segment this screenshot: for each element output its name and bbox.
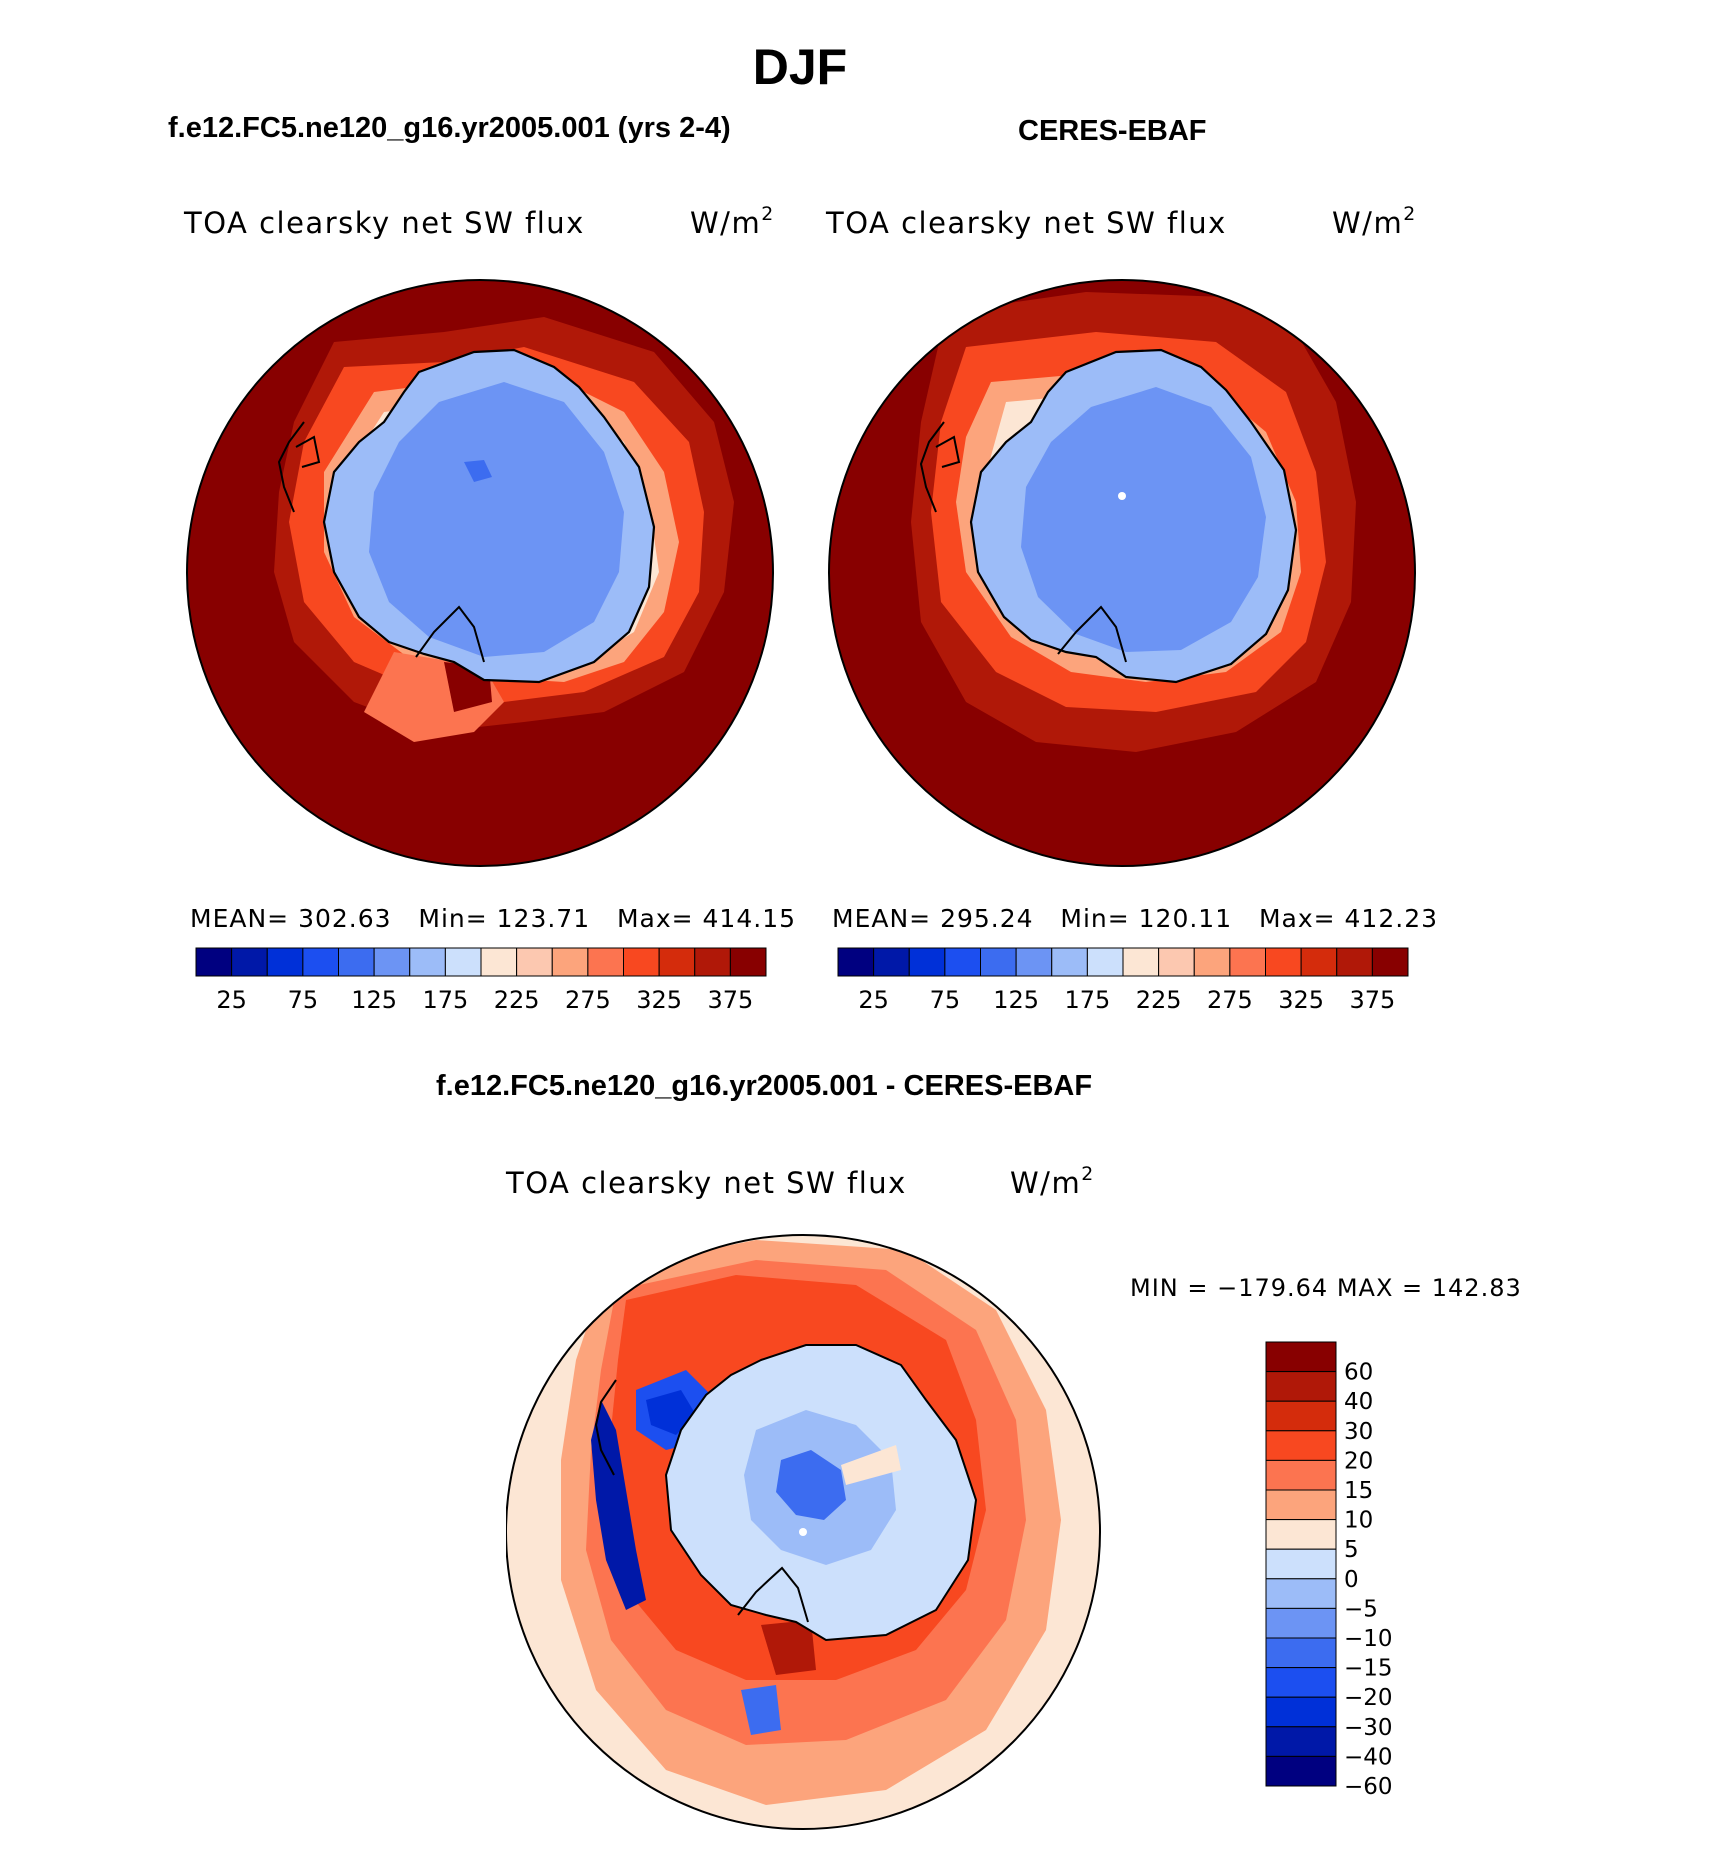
- model-panel-title: f.e12.FC5.ne120_g16.yr2005.001 (yrs 2-4): [168, 112, 731, 144]
- colorbar-tick-label: 0: [1344, 1567, 1359, 1593]
- colorbar-tick-label: −30: [1344, 1715, 1393, 1741]
- colorbar-swatch: [1086, 947, 1124, 977]
- obs-polar-map: [828, 279, 1416, 867]
- colorbar-swatch: [1015, 947, 1053, 977]
- model-units-label: W/m2: [690, 203, 775, 240]
- colorbar-tick-label: 25: [216, 986, 247, 1014]
- diff-min-max: MIN = −179.64 MAX = 142.83: [1130, 1274, 1522, 1302]
- colorbar-swatch: [1122, 947, 1160, 977]
- colorbar-swatch: [516, 947, 553, 977]
- colorbar-swatch: [837, 947, 875, 977]
- colorbar-swatch: [1265, 1696, 1337, 1728]
- colorbar-swatch: [373, 947, 411, 977]
- colorbar-swatch: [231, 947, 268, 977]
- colorbar-tick-label: −40: [1344, 1744, 1393, 1770]
- colorbar-swatch: [1265, 947, 1302, 977]
- colorbar-tick-label: 5: [1344, 1537, 1359, 1563]
- colorbar-swatch: [1265, 1755, 1337, 1787]
- colorbar-tick-label: 20: [1344, 1448, 1373, 1474]
- colorbar-swatch: [551, 947, 589, 977]
- colorbar-swatch: [195, 947, 233, 977]
- colorbar-tick-label: 125: [993, 986, 1039, 1014]
- colorbar-swatch: [1265, 1578, 1337, 1609]
- colorbar-tick-label: 325: [1278, 986, 1324, 1014]
- colorbar-tick-label: 275: [1207, 986, 1253, 1014]
- colorbar-tick-label: −15: [1344, 1656, 1393, 1682]
- colorbar-tick-label: 75: [930, 986, 961, 1014]
- model-polar-map: [186, 279, 774, 867]
- colorbar-tick-label: 225: [494, 986, 540, 1014]
- colorbar-swatch: [1265, 1519, 1337, 1550]
- colorbar-swatch: [1158, 947, 1195, 977]
- colorbar-swatch: [444, 947, 482, 977]
- colorbar-swatch: [980, 947, 1017, 977]
- colorbar-swatch: [302, 947, 339, 977]
- obs-colorbar: 25 75 125 175 225 275 325 375: [837, 947, 1409, 1014]
- colorbar-swatch: [1265, 1726, 1337, 1757]
- colorbar-swatch: [658, 947, 696, 977]
- obs-panel-title: CERES-EBAF: [1018, 115, 1207, 147]
- colorbar-swatch: [1371, 947, 1409, 977]
- colorbar-swatch: [409, 947, 446, 977]
- colorbar-tick-label: −10: [1344, 1626, 1393, 1652]
- difference-colorbar: 60 40 30 20 15 10 5 0 −5 −10 −15 −20 −30 −40 −60: [1265, 1341, 1393, 1800]
- difference-panel-title: f.e12.FC5.ne120_g16.yr2005.001 - CERES-E…: [436, 1070, 1093, 1102]
- colorbar-tick-label: −5: [1344, 1596, 1378, 1622]
- colorbar-swatch: [1051, 947, 1088, 977]
- colorbar-swatch: [338, 947, 375, 977]
- colorbar-swatch: [694, 947, 731, 977]
- colorbar-tick-label: 375: [1349, 986, 1395, 1014]
- difference-polar-map: [506, 1234, 1101, 1830]
- colorbar-tick-label: 30: [1344, 1419, 1373, 1445]
- colorbar-swatch: [908, 947, 946, 977]
- colorbar-tick-label: 325: [636, 986, 682, 1014]
- diff-variable-label: TOA clearsky net SW flux: [506, 1166, 907, 1200]
- colorbar-swatch: [1265, 1548, 1337, 1580]
- colorbar-swatch: [1265, 1400, 1337, 1432]
- obs-stats: MEAN= 295.24 Min= 120.11 Max= 412.23: [832, 904, 1439, 933]
- colorbar-swatch: [1265, 1607, 1337, 1639]
- model-variable-label: TOA clearsky net SW flux: [184, 206, 585, 240]
- colorbar-swatch: [266, 947, 304, 977]
- colorbar-swatch: [729, 947, 767, 977]
- colorbar-swatch: [1265, 1430, 1337, 1461]
- colorbar-swatch: [944, 947, 981, 977]
- colorbar-tick-label: 175: [1064, 986, 1110, 1014]
- colorbar-swatch: [1336, 947, 1373, 977]
- colorbar-swatch: [1265, 1341, 1337, 1373]
- colorbar-tick-label: 225: [1136, 986, 1182, 1014]
- colorbar-tick-label: 175: [422, 986, 468, 1014]
- diff-units-label: W/m2: [1010, 1163, 1095, 1200]
- colorbar-swatch: [1300, 947, 1338, 977]
- colorbar-swatch: [1229, 947, 1266, 977]
- colorbar-tick-label: 125: [351, 986, 397, 1014]
- colorbar-swatch: [587, 947, 624, 977]
- model-stats: MEAN= 302.63 Min= 123.71 Max= 414.15: [190, 904, 797, 933]
- colorbar-swatch: [1265, 1459, 1337, 1491]
- colorbar-tick-label: −60: [1344, 1774, 1393, 1800]
- colorbar-tick-label: 10: [1344, 1508, 1373, 1534]
- colorbar-swatch: [480, 947, 518, 977]
- colorbar-tick-label: 25: [858, 986, 889, 1014]
- colorbar-swatch: [1265, 1667, 1337, 1698]
- colorbar-swatch: [1265, 1637, 1337, 1669]
- colorbar-tick-label: 15: [1344, 1478, 1373, 1504]
- colorbar-swatch: [873, 947, 910, 977]
- model-colorbar: 25 75 125 175 225 275 325 375: [195, 947, 767, 1014]
- colorbar-tick-label: 275: [565, 986, 611, 1014]
- obs-units-label: W/m2: [1332, 203, 1417, 240]
- colorbar-swatch: [1193, 947, 1231, 977]
- colorbar-tick-label: −20: [1344, 1685, 1393, 1711]
- colorbar-swatch: [623, 947, 660, 977]
- colorbar-swatch: [1265, 1371, 1337, 1402]
- colorbar-tick-label: 60: [1344, 1360, 1373, 1386]
- colorbar-tick-label: 375: [707, 986, 753, 1014]
- obs-variable-label: TOA clearsky net SW flux: [826, 206, 1227, 240]
- season-title: DJF: [752, 39, 848, 95]
- colorbar-tick-label: 40: [1344, 1389, 1373, 1415]
- colorbar-tick-label: 75: [288, 986, 319, 1014]
- colorbar-swatch: [1265, 1489, 1337, 1521]
